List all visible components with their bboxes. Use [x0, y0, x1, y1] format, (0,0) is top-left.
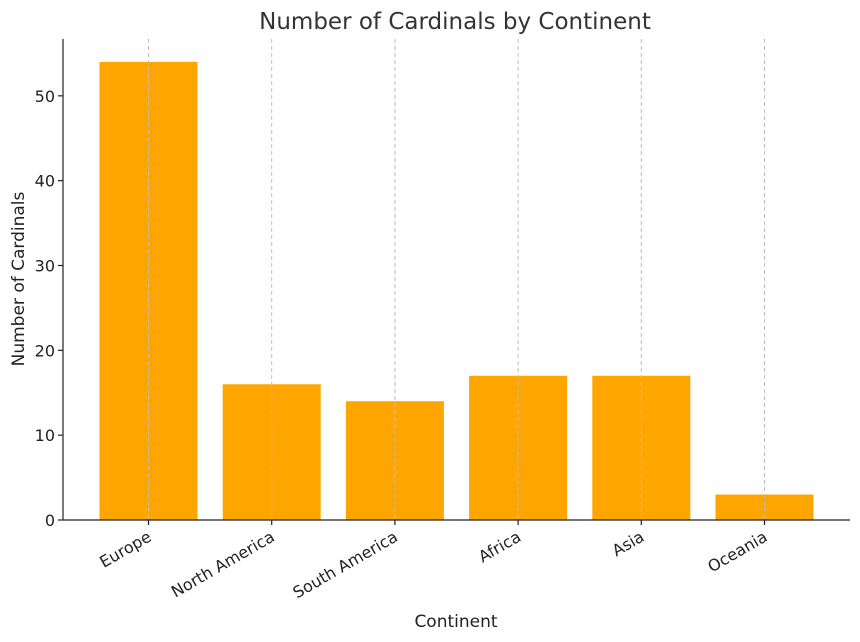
- x-tick-label: North America: [168, 527, 278, 601]
- y-axis-label: Number of Cardinals: [9, 191, 29, 366]
- y-tick-label: 0: [45, 511, 55, 530]
- x-ticks: Europe North America South America Africa As…: [96, 520, 771, 602]
- axes: [62, 39, 850, 521]
- y-tick-label: 10: [35, 426, 55, 445]
- x-tick-label: Europe: [96, 527, 154, 572]
- chart-title: Number of Cardinals by Continent: [259, 9, 651, 35]
- x-tick-label: Africa: [475, 527, 524, 566]
- x-tick-label: Asia: [609, 527, 648, 560]
- x-tick-label: Oceania: [704, 527, 770, 576]
- bars: [99, 61, 814, 521]
- grid: [148, 39, 765, 520]
- y-tick-label: 50: [35, 87, 55, 106]
- y-ticks: 0 10 20 30 40 50: [35, 87, 63, 530]
- y-tick-label: 40: [35, 172, 55, 191]
- x-axis-label: Continent: [414, 612, 497, 632]
- y-tick-label: 20: [35, 341, 55, 360]
- x-tick-label: South America: [290, 527, 401, 602]
- y-tick-label: 30: [35, 257, 55, 276]
